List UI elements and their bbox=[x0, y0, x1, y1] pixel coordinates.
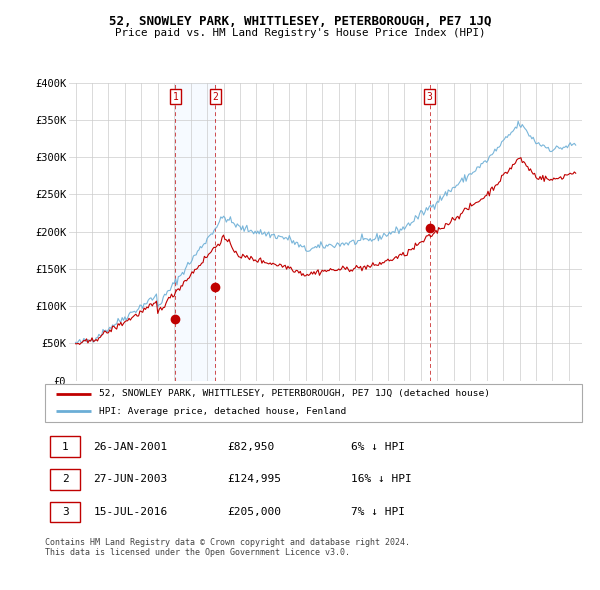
Bar bbox=[175, 83, 215, 381]
Text: 3: 3 bbox=[427, 91, 433, 101]
Text: 27-JUN-2003: 27-JUN-2003 bbox=[94, 474, 167, 484]
Text: 2: 2 bbox=[62, 474, 68, 484]
Text: 15-JUL-2016: 15-JUL-2016 bbox=[94, 507, 167, 517]
Text: HPI: Average price, detached house, Fenland: HPI: Average price, detached house, Fenl… bbox=[98, 407, 346, 416]
Text: 26-JAN-2001: 26-JAN-2001 bbox=[94, 442, 167, 451]
Text: 2: 2 bbox=[212, 91, 218, 101]
Text: £82,950: £82,950 bbox=[227, 442, 275, 451]
Bar bbox=[50, 502, 80, 523]
Text: 16% ↓ HPI: 16% ↓ HPI bbox=[351, 474, 412, 484]
Text: 3: 3 bbox=[62, 507, 68, 517]
Text: £205,000: £205,000 bbox=[227, 507, 281, 517]
Text: 1: 1 bbox=[62, 442, 68, 451]
Text: 1: 1 bbox=[172, 91, 178, 101]
Text: Contains HM Land Registry data © Crown copyright and database right 2024.
This d: Contains HM Land Registry data © Crown c… bbox=[45, 538, 410, 558]
Text: 52, SNOWLEY PARK, WHITTLESEY, PETERBOROUGH, PE7 1JQ (detached house): 52, SNOWLEY PARK, WHITTLESEY, PETERBOROU… bbox=[98, 389, 490, 398]
Text: 6% ↓ HPI: 6% ↓ HPI bbox=[351, 442, 405, 451]
Text: 52, SNOWLEY PARK, WHITTLESEY, PETERBOROUGH, PE7 1JQ: 52, SNOWLEY PARK, WHITTLESEY, PETERBOROU… bbox=[109, 15, 491, 28]
FancyBboxPatch shape bbox=[45, 384, 582, 422]
Bar bbox=[50, 436, 80, 457]
Bar bbox=[50, 469, 80, 490]
Text: £124,995: £124,995 bbox=[227, 474, 281, 484]
Text: 7% ↓ HPI: 7% ↓ HPI bbox=[351, 507, 405, 517]
Text: Price paid vs. HM Land Registry's House Price Index (HPI): Price paid vs. HM Land Registry's House … bbox=[115, 28, 485, 38]
